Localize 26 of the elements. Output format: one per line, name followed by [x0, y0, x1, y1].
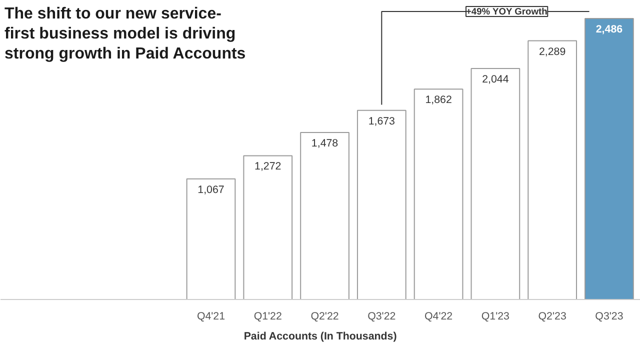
x-axis-title: Paid Accounts (In Thousands)	[244, 330, 398, 342]
data-label: 2,044	[482, 74, 509, 86]
x-tick-label: Q2'22	[310, 310, 339, 322]
x-tick-label: Q1'22	[254, 310, 282, 322]
bar	[243, 155, 293, 300]
bar	[186, 178, 236, 300]
bar	[528, 40, 577, 300]
bar	[584, 18, 634, 300]
data-label: 1,862	[425, 94, 452, 106]
x-tick-label: Q1'23	[481, 310, 510, 322]
x-tick-label: Q3'23	[595, 310, 624, 322]
x-tick-label: Q4'21	[196, 310, 226, 322]
data-label: 1,478	[311, 137, 338, 150]
bar	[356, 110, 406, 300]
bar	[470, 68, 520, 300]
data-label: 2,486	[596, 24, 623, 36]
x-tick-label: Q3'22	[368, 310, 396, 322]
x-tick-label: Q2'23	[538, 310, 566, 322]
chart-title: The shift to our new service- first business model is driving strong growth in Paid Accounts	[4, 6, 246, 62]
data-label: 1,272	[254, 160, 282, 173]
data-label: 2,289	[538, 46, 566, 58]
x-tick-label: Q4'22	[424, 310, 453, 322]
bar	[300, 132, 350, 300]
data-label: 1,673	[368, 115, 396, 128]
bar	[414, 88, 464, 300]
data-label: 1,067	[198, 184, 224, 196]
